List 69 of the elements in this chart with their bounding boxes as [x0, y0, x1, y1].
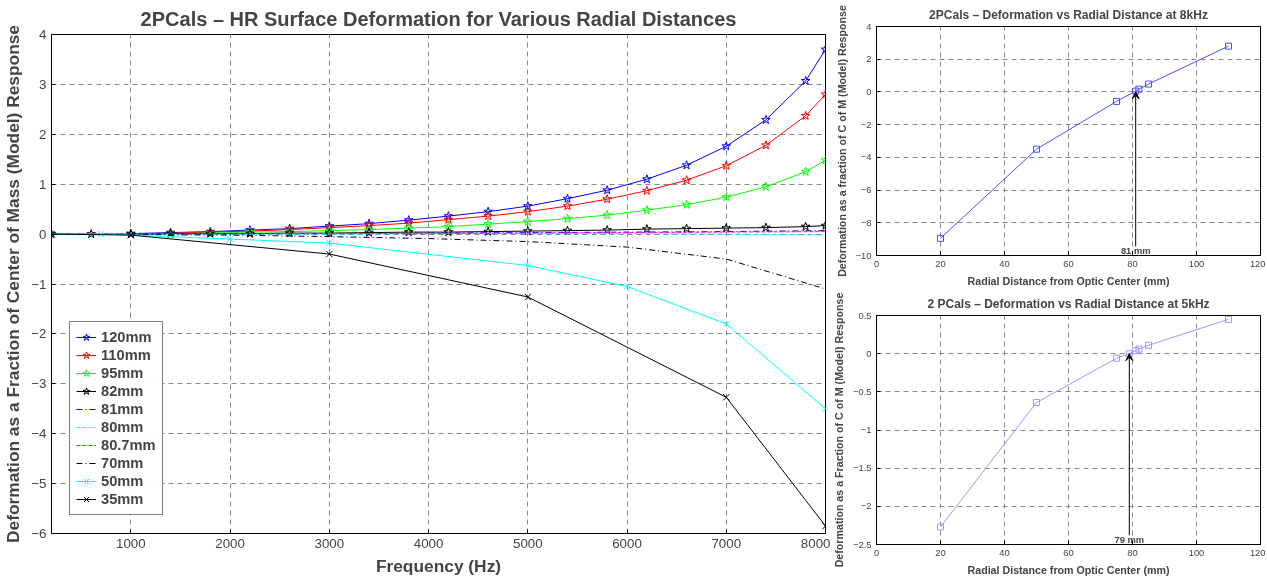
x-tick-label: 100: [1188, 258, 1205, 269]
x-axis-title: Frequency (Hz): [375, 555, 502, 576]
x-tick-label: 80: [1127, 547, 1138, 558]
y-tick-label: −6: [31, 526, 47, 541]
x-tick-label: 120: [1249, 547, 1266, 558]
y-axis-title: Deformation as a Fraction of C of M (Model) Response: [833, 292, 846, 568]
y-tick-label: −2: [31, 326, 47, 342]
legend-label: 80.7mm: [101, 436, 156, 454]
x-tick-label: 40: [999, 547, 1010, 558]
y-tick-label: −6: [860, 185, 872, 196]
x-tick-label: 20: [935, 547, 946, 558]
y-tick-label: −3: [31, 376, 47, 392]
y-tick-label: −1.5: [853, 463, 872, 474]
x-tick-label: 3000: [314, 535, 345, 551]
y-tick-label: −2: [860, 119, 872, 130]
chart-title: 2PCals – Deformation vs Radial Distance at 8kHz: [929, 7, 1208, 22]
x-tick-label: 120: [1249, 258, 1266, 269]
y-tick-label: 4: [866, 21, 872, 32]
legend-label: 120mm: [101, 328, 152, 346]
y-tick-label: −2: [860, 501, 872, 512]
legend-label: 35mm: [101, 490, 144, 508]
legend-label: 80mm: [101, 418, 144, 436]
x-tick-label: 8000: [800, 535, 831, 551]
x-tick-label: 20: [935, 258, 946, 269]
y-tick-label: 0: [39, 226, 47, 242]
y-tick-label: 1: [39, 176, 47, 192]
x-tick-label: 80: [1127, 258, 1138, 269]
annotation: 79 mm: [1114, 535, 1145, 546]
y-tick-label: 2: [866, 54, 872, 65]
x-tick-label: 2000: [215, 535, 245, 551]
y-tick-label: 0: [866, 348, 872, 359]
y-tick-label: −4: [31, 426, 48, 442]
x-axis-title: Radial Distance from Optic Center (mm): [967, 563, 1170, 576]
x-tick-label: 4000: [413, 535, 444, 551]
y-tick-label: 0: [866, 86, 872, 97]
y-tick-label: 3: [39, 76, 47, 92]
chart-title: 2 PCals – Deformation vs Radial Distance at 5kHz: [927, 296, 1210, 311]
x-tick-label: 100: [1188, 547, 1205, 558]
x-tick-label: 40: [999, 258, 1010, 269]
y-tick-label: 0.5: [858, 310, 872, 321]
legend-label: 82mm: [101, 382, 144, 400]
legend-label: 95mm: [101, 364, 144, 382]
x-tick-label: 60: [1063, 258, 1074, 269]
y-tick-label: −1: [860, 425, 872, 435]
y-tick-label: −2.5: [853, 539, 872, 550]
y-axis-title: Deformation as a Fraction of Center of Mass (Model) Response: [3, 24, 24, 543]
chart-title: 2PCals – HR Surface Deformation for Various Radial Distances: [140, 7, 737, 30]
x-tick-label: 0: [873, 258, 880, 269]
y-tick-label: −10: [855, 250, 872, 261]
y-tick-label: −5: [31, 476, 47, 492]
legend-label: 110mm: [101, 346, 151, 364]
legend-label: 50mm: [101, 472, 144, 490]
annotation: 81 mm: [1120, 246, 1151, 257]
x-tick-label: 0: [873, 547, 880, 558]
y-tick-label: 2: [39, 126, 47, 142]
legend-label: 81mm: [101, 400, 144, 418]
x-tick-label: 7000: [711, 535, 742, 551]
x-tick-label: 5000: [512, 535, 543, 551]
y-tick-label: −0.5: [853, 386, 872, 397]
y-tick-label: −8: [860, 217, 872, 228]
y-tick-label: −1: [31, 276, 47, 292]
legend-label: 70mm: [101, 454, 144, 472]
y-axis-title: Deformation as a fraction of C of M (Model) Response: [835, 5, 848, 277]
y-tick-label: −4: [860, 152, 872, 163]
x-tick-label: 6000: [612, 535, 642, 551]
y-tick-label: 4: [39, 27, 48, 42]
x-axis-title: Radial Distance from Optic Center (mm): [967, 274, 1170, 287]
x-tick-label: 1000: [116, 535, 146, 551]
x-tick-label: 60: [1063, 547, 1074, 558]
